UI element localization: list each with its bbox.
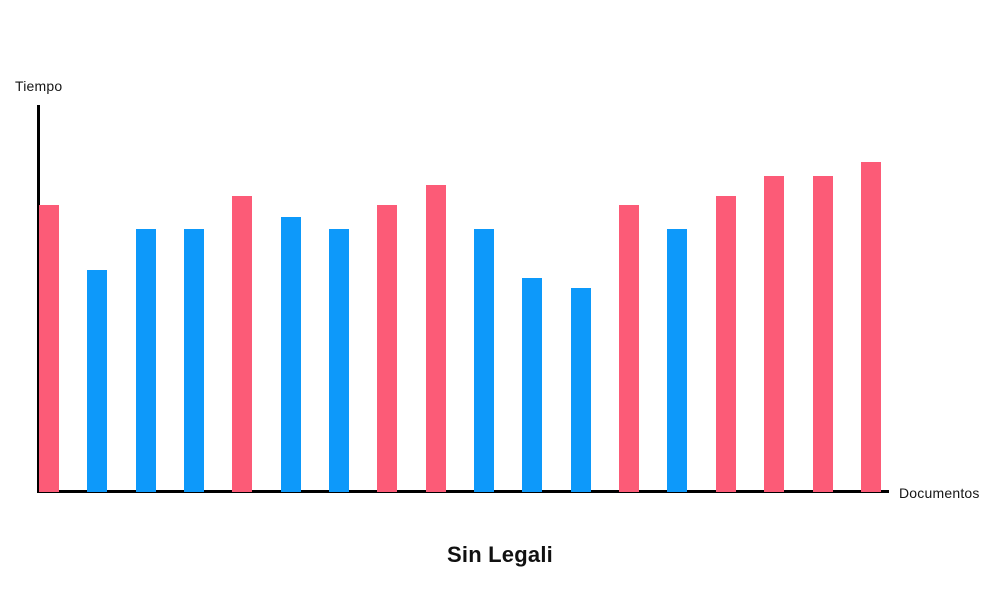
bar-7-blue bbox=[329, 229, 350, 492]
bar-14-blue bbox=[667, 229, 688, 492]
bar-6-blue bbox=[280, 217, 301, 492]
bar-8-pink bbox=[377, 204, 398, 492]
x-axis-label: Documentos bbox=[899, 485, 980, 501]
bar-4-blue bbox=[184, 229, 205, 492]
bar-13-pink bbox=[619, 204, 640, 492]
x-axis-line bbox=[37, 490, 889, 493]
bar-16-pink bbox=[764, 175, 785, 492]
bar-15-pink bbox=[715, 195, 736, 492]
bar-group bbox=[39, 106, 881, 492]
chart-title: Sin Legali bbox=[447, 542, 553, 567]
bar-10-blue bbox=[474, 229, 495, 492]
bar-18-pink bbox=[860, 161, 881, 492]
bar-5-pink bbox=[232, 195, 253, 492]
bar-11-blue bbox=[522, 278, 543, 492]
bar-3-blue bbox=[135, 229, 156, 492]
y-axis-line bbox=[37, 105, 40, 493]
bar-12-blue bbox=[570, 288, 591, 492]
bar-1-pink bbox=[39, 204, 59, 492]
y-axis-label: Tiempo bbox=[15, 78, 63, 94]
bar-2-blue bbox=[87, 270, 108, 492]
bar-17-pink bbox=[812, 175, 833, 492]
bar-9-pink bbox=[425, 185, 446, 492]
